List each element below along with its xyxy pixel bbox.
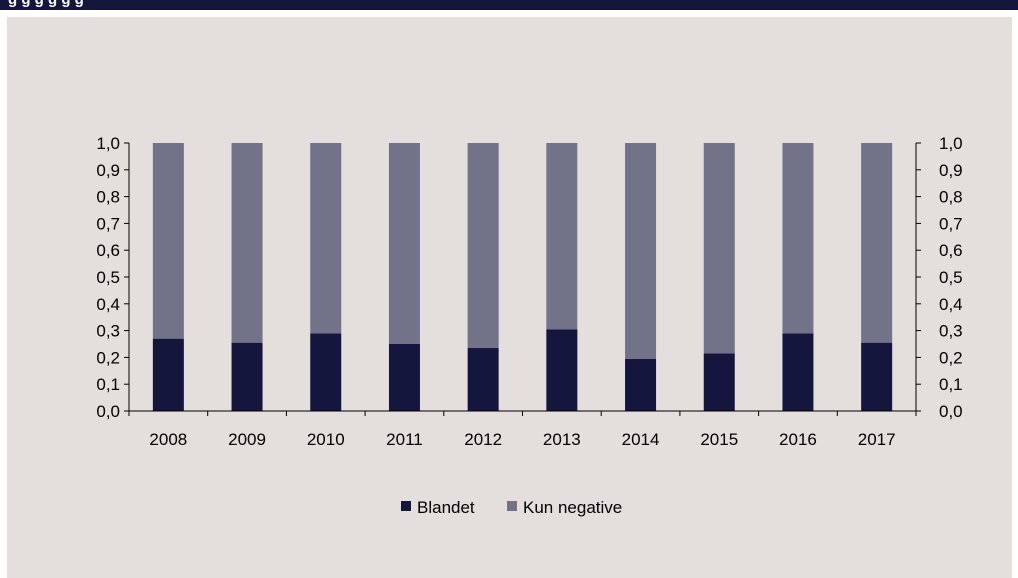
x-tick-label-2009: 2009	[228, 430, 266, 449]
header-title: g g g g g g	[8, 0, 84, 8]
bar-kun-negative-2012	[467, 143, 499, 349]
bar-kun-negative-2017	[861, 143, 893, 343]
legend-label-kun-negative: Kun negative	[523, 498, 622, 517]
x-tick-label-2013: 2013	[543, 430, 581, 449]
x-tick-label-2008: 2008	[149, 430, 187, 449]
bar-kun-negative-2015	[703, 143, 735, 354]
y-tick-label-right: 0,0	[939, 402, 963, 421]
x-tick-label-2012: 2012	[464, 430, 502, 449]
bar-kun-negative-2011	[388, 143, 420, 344]
y-tick-label-right: 0,8	[939, 188, 963, 207]
bar-blandet-2009	[231, 342, 263, 411]
y-tick-label-right: 0,2	[939, 348, 963, 367]
x-tick-label-2011: 2011	[386, 430, 423, 449]
bar-kun-negative-2016	[782, 143, 814, 334]
header-bar: g g g g g g	[0, 0, 1018, 10]
y-tick-label-right: 0,4	[939, 295, 963, 314]
bar-kun-negative-2008	[152, 143, 184, 339]
legend-swatch-kun-negative	[507, 501, 517, 511]
bar-blandet-2016	[782, 333, 814, 411]
bar-blandet-2017	[861, 342, 893, 411]
bar-blandet-2012	[467, 348, 499, 411]
bar-kun-negative-2010	[310, 143, 342, 334]
bar-kun-negative-2014	[625, 143, 657, 359]
legend-group: Blandet Kun negative	[401, 498, 622, 517]
y-tick-label-right: 0,6	[939, 241, 963, 260]
y-tick-label-left: 0,9	[96, 161, 120, 180]
y-tick-label-right: 0,7	[939, 214, 963, 233]
y-tick-label-left: 0,8	[96, 188, 120, 207]
y-tick-label-left: 0,1	[96, 375, 120, 394]
bar-blandet-2010	[310, 333, 342, 411]
y-tick-label-left: 0,4	[96, 295, 120, 314]
y-tick-label-right: 0,1	[939, 375, 963, 394]
y-tick-label-right: 1,0	[939, 134, 963, 153]
legend-swatch-blandet	[401, 501, 411, 511]
y-tick-label-left: 1,0	[96, 134, 120, 153]
y-tick-label-left: 0,3	[96, 322, 120, 341]
x-tick-label-2016: 2016	[779, 430, 817, 449]
legend-label-blandet: Blandet	[417, 498, 475, 517]
x-tick-label-2010: 2010	[307, 430, 345, 449]
y-tick-label-left: 0,0	[96, 402, 120, 421]
y-tick-label-left: 0,2	[96, 348, 120, 367]
bar-blandet-2014	[625, 358, 657, 411]
axes-group: 2008 2009 2010 2011 2012 2013 2014 2015 2016 2017…	[96, 134, 962, 449]
y-tick-label-right: 0,3	[939, 322, 963, 341]
x-tick-label-2017: 2017	[858, 430, 896, 449]
y-tick-label-right: 0,5	[939, 268, 963, 287]
y-tick-label-left: 0,5	[96, 268, 120, 287]
bar-blandet-2011	[388, 344, 420, 411]
bar-kun-negative-2009	[231, 143, 263, 343]
bar-kun-negative-2013	[546, 143, 578, 330]
bars-group	[152, 143, 893, 411]
bar-blandet-2015	[703, 353, 735, 411]
y-tick-label-left: 0,6	[96, 241, 120, 260]
x-tick-label-2014: 2014	[622, 430, 660, 449]
bar-blandet-2013	[546, 329, 578, 411]
bar-blandet-2008	[152, 338, 184, 411]
y-tick-label-left: 0,7	[96, 214, 120, 233]
y-tick-label-right: 0,9	[939, 161, 963, 180]
x-tick-label-2015: 2015	[700, 430, 738, 449]
